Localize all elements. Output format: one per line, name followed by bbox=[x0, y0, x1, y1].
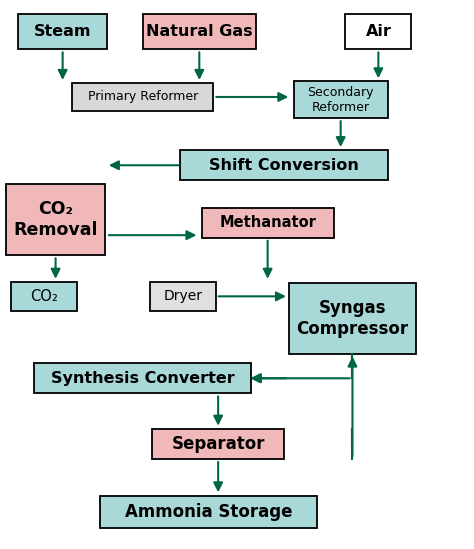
Text: Synthesis Converter: Synthesis Converter bbox=[51, 371, 235, 386]
Text: Ammonia Storage: Ammonia Storage bbox=[125, 503, 292, 521]
Text: Steam: Steam bbox=[34, 24, 91, 39]
FancyBboxPatch shape bbox=[150, 282, 216, 311]
Text: Methanator: Methanator bbox=[219, 215, 316, 230]
FancyBboxPatch shape bbox=[181, 150, 388, 180]
FancyBboxPatch shape bbox=[152, 429, 284, 459]
FancyBboxPatch shape bbox=[35, 363, 251, 393]
FancyBboxPatch shape bbox=[100, 496, 317, 529]
Text: Shift Conversion: Shift Conversion bbox=[209, 158, 359, 173]
FancyBboxPatch shape bbox=[346, 14, 411, 49]
Text: CO₂
Removal: CO₂ Removal bbox=[13, 200, 98, 239]
FancyBboxPatch shape bbox=[143, 14, 256, 49]
FancyBboxPatch shape bbox=[72, 83, 213, 111]
FancyBboxPatch shape bbox=[11, 282, 77, 311]
Text: Air: Air bbox=[365, 24, 392, 39]
FancyBboxPatch shape bbox=[289, 283, 416, 354]
Text: Dryer: Dryer bbox=[164, 289, 202, 304]
FancyBboxPatch shape bbox=[18, 14, 108, 49]
FancyBboxPatch shape bbox=[201, 208, 334, 238]
Text: CO₂: CO₂ bbox=[30, 289, 58, 304]
FancyBboxPatch shape bbox=[293, 81, 388, 118]
Text: Natural Gas: Natural Gas bbox=[146, 24, 253, 39]
FancyBboxPatch shape bbox=[6, 184, 105, 255]
Text: Separator: Separator bbox=[172, 435, 265, 453]
Text: Syngas
Compressor: Syngas Compressor bbox=[296, 299, 409, 338]
Text: Primary Reformer: Primary Reformer bbox=[88, 91, 198, 103]
Text: Secondary
Reformer: Secondary Reformer bbox=[308, 86, 374, 114]
